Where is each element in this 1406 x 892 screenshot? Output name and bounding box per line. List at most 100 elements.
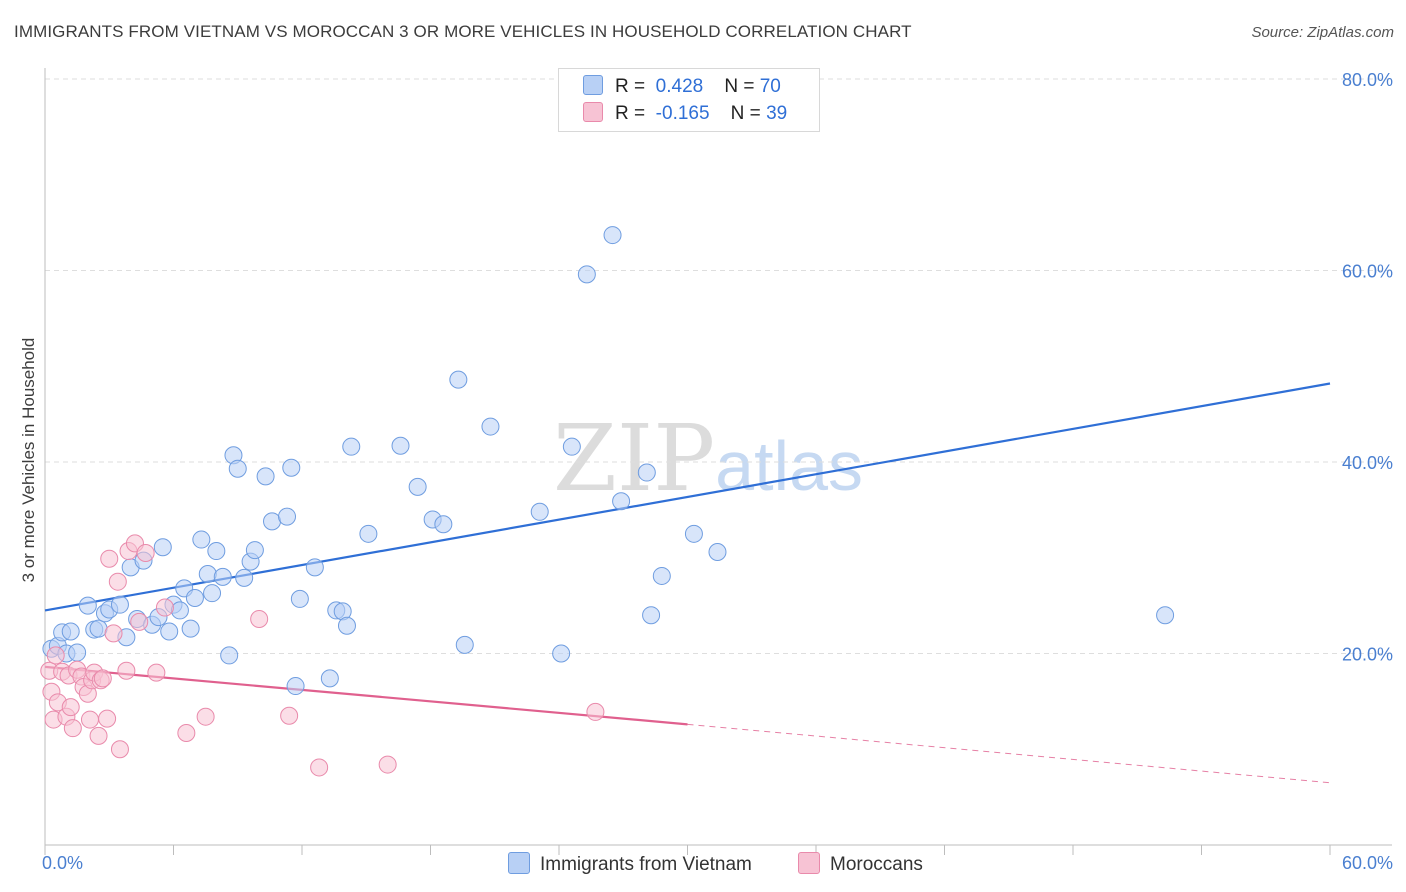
axis-labels: 20.0% 40.0% 60.0% 80.0% 0.0% 60.0% 3 or more V… xyxy=(19,70,1393,873)
moroccan-point xyxy=(61,698,80,717)
vietnam-point xyxy=(408,477,427,496)
moroccan-trend-extension xyxy=(687,723,1331,784)
y-tick-label: 80.0% xyxy=(1342,70,1393,90)
legend-r-value: 0.428 xyxy=(655,76,704,97)
vietnam-point xyxy=(192,530,211,549)
y-axis-title: 3 or more Vehicles in Household xyxy=(19,338,38,583)
vietnam-point xyxy=(153,538,172,557)
vietnam-point xyxy=(642,606,661,625)
bottom-legend-swatch-pink xyxy=(798,852,820,874)
vietnam-point xyxy=(78,596,97,615)
data-points xyxy=(40,226,1175,777)
legend-r-label: R = xyxy=(615,103,646,124)
vietnam-point xyxy=(562,437,581,456)
x-tick-label: 60.0% xyxy=(1342,853,1393,873)
vietnam-point xyxy=(286,677,305,696)
vietnam-point xyxy=(203,584,222,603)
moroccan-point xyxy=(250,610,269,629)
moroccan-point xyxy=(378,755,397,774)
vietnam-point xyxy=(198,565,217,584)
vietnam-point xyxy=(612,492,631,511)
legend-r-value: -0.165 xyxy=(655,103,710,124)
vietnam-point xyxy=(213,567,232,586)
watermark-atlas: atlas xyxy=(715,427,864,505)
vietnam-point xyxy=(185,588,204,607)
vietnam-point xyxy=(207,542,226,561)
vietnam-point xyxy=(337,616,356,635)
vietnam-point xyxy=(708,543,727,562)
vietnam-point xyxy=(449,370,468,389)
vietnam-point xyxy=(110,595,129,614)
moroccan-point xyxy=(147,663,166,682)
source-label: Source: ZipAtlas.com xyxy=(1251,24,1394,41)
correlation-legend: R = 0.428 N = 70 R = -0.165 N = 39 xyxy=(558,68,820,132)
vietnam-point xyxy=(256,467,275,486)
vietnam-point xyxy=(220,646,239,665)
moroccan-point xyxy=(98,709,117,728)
legend-swatch-pink xyxy=(583,102,603,122)
moroccan-point xyxy=(280,706,299,725)
moroccan-point xyxy=(196,707,215,726)
moroccan-point xyxy=(80,710,99,729)
vietnam-point xyxy=(481,417,500,436)
vietnam-point xyxy=(359,524,378,543)
vietnam-point xyxy=(170,601,189,620)
y-tick-label: 60.0% xyxy=(1342,262,1393,282)
vietnam-point xyxy=(320,669,339,688)
legend-r-label: R = xyxy=(615,76,646,97)
vietnam-point xyxy=(552,644,571,663)
bottom-legend-vietnam: Immigrants from Vietnam xyxy=(508,852,752,876)
vietnam-point xyxy=(235,568,254,587)
vietnam-point xyxy=(305,558,324,577)
moroccan-point xyxy=(117,661,136,680)
legend-n-value: 70 xyxy=(759,76,781,97)
vietnam-point xyxy=(181,619,200,638)
vietnam-point xyxy=(282,458,301,477)
vietnam-point xyxy=(61,622,80,641)
vietnam-point xyxy=(637,463,656,482)
moroccan-point xyxy=(104,624,123,643)
moroccan-point xyxy=(46,646,65,665)
vietnam-point xyxy=(603,226,622,245)
chart-title: IMMIGRANTS FROM VIETNAM VS MOROCCAN 3 OR… xyxy=(14,22,912,41)
moroccan-point xyxy=(93,669,112,688)
vietnam-point xyxy=(342,437,361,456)
moroccan-point xyxy=(89,726,108,745)
vietnam-point xyxy=(652,566,671,585)
vietnam-point xyxy=(89,619,108,638)
vietnam-point xyxy=(1156,606,1175,625)
moroccan-point xyxy=(136,543,155,562)
y-tick-label: 40.0% xyxy=(1342,453,1393,473)
legend-row-moroccans: R = -0.165 N = 39 xyxy=(583,102,787,126)
vietnam-point xyxy=(228,459,247,478)
vietnam-point xyxy=(530,502,549,521)
x-tick-label: 0.0% xyxy=(42,853,83,873)
legend-swatch-blue xyxy=(583,75,603,95)
y-tick-label: 20.0% xyxy=(1342,645,1393,665)
vietnam-point xyxy=(160,622,179,641)
legend-n-label: N = xyxy=(724,76,755,97)
vietnam-point xyxy=(290,589,309,608)
vietnam-point xyxy=(245,541,264,560)
moroccan-point xyxy=(177,723,196,742)
legend-n-label: N = xyxy=(730,103,761,124)
vietnam-point xyxy=(434,515,453,534)
moroccan-point xyxy=(130,612,149,631)
axes xyxy=(44,68,1392,855)
bottom-legend-label: Immigrants from Vietnam xyxy=(540,854,752,875)
moroccan-point xyxy=(100,549,119,568)
vietnam-point xyxy=(684,524,703,543)
moroccan-point xyxy=(63,719,82,738)
watermark-zip: ZIP xyxy=(553,405,716,512)
vietnam-point xyxy=(278,507,297,526)
vietnam-point xyxy=(263,512,282,531)
vietnam-trend-line xyxy=(44,382,1331,612)
bottom-legend-label: Moroccans xyxy=(830,854,923,875)
moroccan-point xyxy=(586,702,605,721)
moroccan-point xyxy=(108,572,127,591)
moroccan-point xyxy=(110,740,129,759)
vietnam-point xyxy=(455,635,474,654)
vietnam-point xyxy=(391,436,410,455)
legend-n-value: 39 xyxy=(766,103,788,124)
bottom-legend-moroccans: Moroccans xyxy=(798,852,923,876)
